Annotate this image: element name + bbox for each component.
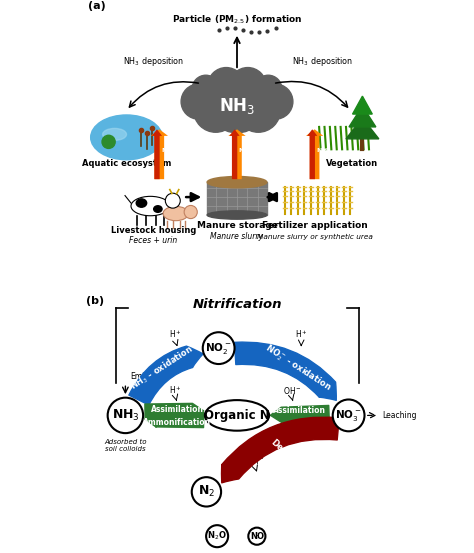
Text: H$^+$: H$^+$: [295, 329, 308, 341]
Text: NH$_3$: NH$_3$: [219, 96, 255, 116]
Text: OH$^-$: OH$^-$: [246, 455, 265, 466]
Polygon shape: [346, 118, 379, 139]
Text: Emission: Emission: [130, 372, 164, 382]
Circle shape: [181, 84, 216, 119]
Circle shape: [229, 67, 266, 105]
Text: Fertilizer application: Fertilizer application: [262, 221, 367, 231]
FancyArrow shape: [229, 129, 240, 179]
FancyArrowPatch shape: [129, 346, 203, 405]
Text: Manure storage: Manure storage: [197, 221, 277, 231]
Ellipse shape: [207, 176, 267, 188]
Circle shape: [184, 206, 197, 218]
Bar: [207, 182, 267, 215]
Circle shape: [192, 477, 221, 507]
Circle shape: [192, 75, 219, 102]
Circle shape: [108, 398, 143, 433]
Text: Particle (PM$_{2.5}$) formation: Particle (PM$_{2.5}$) formation: [172, 13, 302, 26]
Polygon shape: [353, 96, 372, 114]
Circle shape: [165, 193, 180, 208]
Ellipse shape: [91, 115, 162, 160]
Text: OH$^-$: OH$^-$: [283, 385, 301, 397]
Text: Assimilation: Assimilation: [151, 405, 204, 414]
Text: NH$_3$: NH$_3$: [161, 145, 175, 154]
Text: Livestock housing: Livestock housing: [111, 226, 196, 235]
Ellipse shape: [163, 206, 189, 221]
Text: NH$_3$: NH$_3$: [111, 408, 139, 423]
Text: Denitrification: Denitrification: [269, 438, 327, 491]
Text: Vegetation: Vegetation: [326, 159, 378, 168]
FancyArrowPatch shape: [235, 342, 336, 400]
Text: N$_2$O: N$_2$O: [207, 530, 227, 542]
FancyArrow shape: [151, 129, 168, 179]
Circle shape: [193, 88, 238, 132]
Text: Leaching: Leaching: [382, 411, 417, 420]
Ellipse shape: [131, 196, 170, 216]
Polygon shape: [349, 106, 376, 127]
Circle shape: [102, 135, 115, 148]
Circle shape: [207, 73, 267, 133]
Circle shape: [333, 399, 365, 431]
Text: Manure slurry: Manure slurry: [210, 232, 264, 242]
Text: NH$_3$: NH$_3$: [316, 145, 331, 154]
Circle shape: [258, 84, 293, 119]
Text: NH$_3$ deposition: NH$_3$ deposition: [123, 55, 184, 68]
Circle shape: [248, 528, 265, 545]
FancyArrow shape: [306, 129, 323, 179]
Ellipse shape: [205, 400, 269, 431]
Text: Feces + urin: Feces + urin: [129, 236, 177, 246]
Text: NO$_2^-$ - oxidation: NO$_2^-$ - oxidation: [262, 341, 334, 394]
Text: NO: NO: [250, 531, 264, 541]
Circle shape: [203, 332, 235, 364]
Ellipse shape: [207, 211, 267, 219]
FancyArrowPatch shape: [145, 403, 204, 419]
Text: NH$_3$ deposition: NH$_3$ deposition: [292, 55, 353, 68]
Circle shape: [236, 88, 281, 132]
Text: Organic N: Organic N: [204, 409, 270, 422]
Text: NH$_3$: NH$_3$: [238, 145, 253, 154]
Text: Manure slurry or synthetic urea: Manure slurry or synthetic urea: [257, 234, 373, 241]
Circle shape: [255, 75, 282, 102]
FancyArrowPatch shape: [221, 417, 339, 483]
Circle shape: [206, 525, 228, 547]
Text: NO$_2^-$: NO$_2^-$: [206, 341, 232, 356]
Ellipse shape: [102, 128, 127, 140]
FancyArrow shape: [307, 129, 317, 179]
FancyArrow shape: [152, 129, 162, 179]
FancyArrowPatch shape: [145, 411, 204, 427]
Text: Aquatic ecosystem: Aquatic ecosystem: [82, 159, 171, 168]
Text: H$^+$: H$^+$: [169, 329, 182, 341]
Text: Nitrification: Nitrification: [192, 298, 282, 311]
Text: NH$_3$ - oxidation: NH$_3$ - oxidation: [128, 343, 196, 393]
Text: (b): (b): [86, 296, 104, 306]
Circle shape: [208, 67, 245, 105]
Text: Assimilation: Assimilation: [273, 406, 326, 415]
Text: NO$_3^-$: NO$_3^-$: [336, 408, 362, 423]
Text: Adsorbed to
soil colloids: Adsorbed to soil colloids: [104, 439, 146, 452]
FancyArrow shape: [228, 129, 246, 179]
Ellipse shape: [136, 199, 146, 207]
Ellipse shape: [154, 206, 162, 212]
Text: Ammonification: Ammonification: [143, 418, 211, 426]
Text: H$^+$: H$^+$: [169, 385, 182, 397]
FancyArrowPatch shape: [270, 405, 329, 422]
Text: (a): (a): [88, 2, 105, 12]
Text: N$_2$: N$_2$: [198, 484, 215, 499]
